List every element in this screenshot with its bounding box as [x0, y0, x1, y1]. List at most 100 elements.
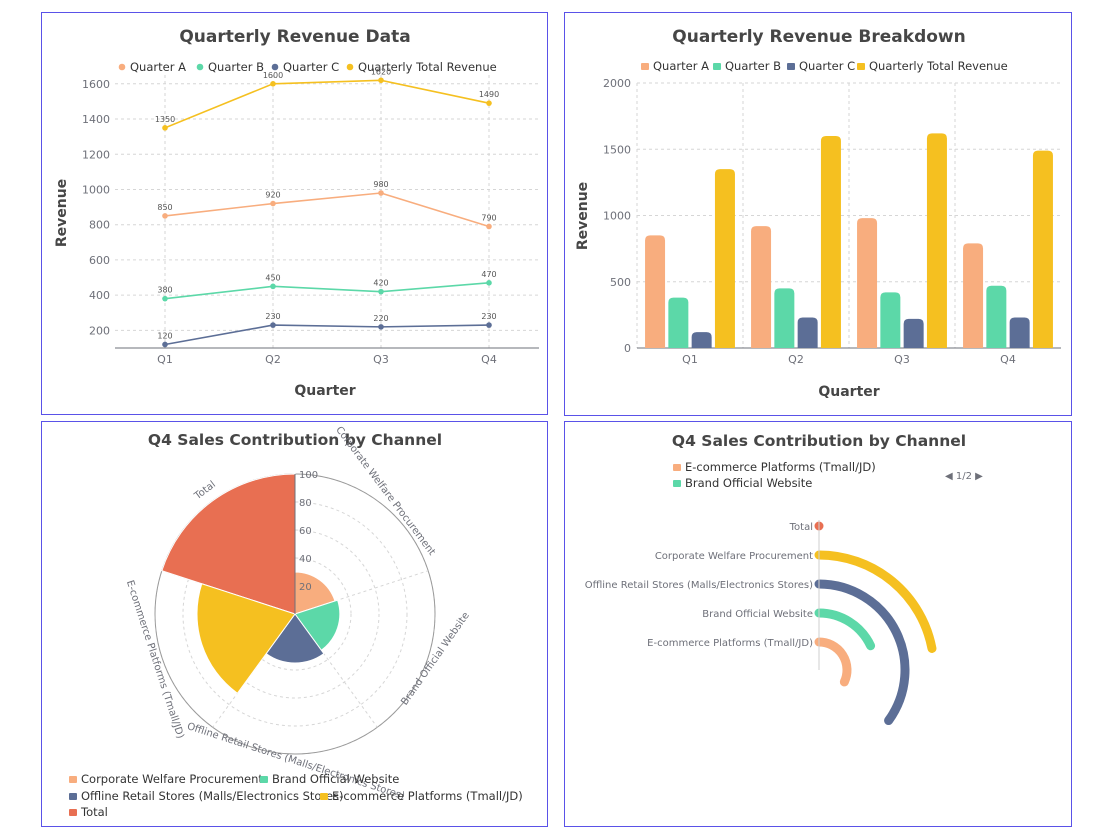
legend-quarter-b-marker	[713, 63, 721, 70]
x-tick-label: Q4	[481, 353, 497, 366]
y-tick-label: 1200	[82, 148, 110, 161]
radial-bar	[814, 579, 910, 726]
data-point	[162, 341, 168, 348]
data-point	[270, 283, 276, 290]
data-label: 230	[481, 312, 496, 321]
data-point	[162, 295, 168, 302]
data-label: 450	[265, 273, 280, 282]
data-point	[378, 190, 384, 196]
polar-bar-chart: Q4 Sales Contribution by Channel 20 40 60 80…	[69, 425, 523, 819]
radial-bar	[814, 608, 876, 651]
data-point	[162, 125, 168, 131]
radial-bar	[814, 550, 937, 653]
y-tick-label: 1600	[82, 78, 110, 91]
x-tick-label: Q3	[894, 353, 910, 366]
data-label: 920	[265, 191, 280, 200]
bar	[645, 235, 666, 348]
radial-tick-label: 100	[299, 470, 318, 481]
data-label: 470	[481, 270, 496, 279]
radial-bar	[814, 637, 852, 687]
legend-item: Offline Retail Stores (Malls/Electronics…	[81, 789, 344, 803]
y-tick-label: 1400	[82, 113, 110, 126]
y-tick-label: 1000	[82, 183, 110, 196]
chart-title: Quarterly Revenue Data	[179, 27, 410, 47]
bar	[691, 332, 712, 348]
y-tick-label: 200	[89, 324, 110, 337]
data-point	[378, 288, 384, 295]
x-tick-label: Q1	[682, 353, 698, 366]
legend-quarterly-total-revenue: Quarterly Total Revenue	[358, 60, 497, 74]
polar-sector	[265, 613, 325, 664]
radial-gridline	[210, 529, 380, 699]
data-label: 220	[373, 314, 388, 323]
y-tick-label: 1500	[603, 143, 631, 156]
data-label: 380	[157, 286, 172, 295]
data-point	[486, 223, 492, 230]
y-tick-label: 2000	[603, 77, 631, 90]
bar-chart: Quarterly Revenue Breakdown Quarter A Quar…	[575, 27, 1061, 400]
legend-item-marker	[673, 464, 681, 471]
series-line	[164, 282, 490, 300]
legend-item: Corporate Welfare Procurement	[81, 772, 263, 786]
legend-item-marker	[69, 793, 77, 800]
bar	[926, 133, 947, 348]
bar	[774, 288, 795, 348]
legend-quarter-c: Quarter C	[799, 59, 855, 73]
legend-quarter-c-marker	[271, 63, 279, 71]
data-label: 420	[373, 279, 388, 288]
series-line	[164, 192, 490, 228]
radial-chart-panel: Q4 Sales Contribution by Channel E-commer…	[564, 421, 1072, 827]
legend-quarter-b: Quarter B	[208, 60, 264, 74]
chart-title: Q4 Sales Contribution by Channel	[672, 432, 966, 450]
polar-category-label: Brand Official Website	[399, 610, 472, 707]
y-axis-title: Revenue	[575, 182, 591, 250]
data-label: 1600	[263, 71, 283, 80]
legend-page-indicator: ◀ 1/2 ▶	[945, 471, 983, 482]
legend-quarter-c: Quarter C	[283, 60, 339, 74]
legend-quarter-a: Quarter A	[130, 60, 186, 74]
data-point	[378, 77, 384, 84]
legend-item: E-commerce Platforms (Tmall/JD)	[332, 789, 523, 803]
legend-item-marker	[260, 776, 268, 783]
series-line	[164, 324, 490, 346]
legend-quarterly-total-revenue: Quarterly Total Revenue	[869, 59, 1008, 73]
legend-item-marker	[69, 776, 77, 783]
radial-tick-label: 60	[299, 526, 312, 537]
data-label: 120	[157, 331, 172, 340]
y-tick-label: 0	[624, 342, 631, 355]
chart-title: Q4 Sales Contribution by Channel	[148, 431, 442, 449]
bar	[1009, 317, 1030, 348]
bar	[986, 285, 1007, 348]
line-chart: Quarterly Revenue Data Quarter A Quarter B…	[54, 27, 539, 399]
x-axis-title: Quarter	[818, 384, 879, 400]
category-label: Total	[789, 522, 813, 533]
legend-quarter-c-marker	[787, 63, 795, 70]
polar-sector	[294, 571, 336, 615]
data-label: 850	[157, 203, 172, 212]
y-tick-label: 600	[89, 254, 110, 267]
angle-gridline	[294, 570, 429, 615]
legend-quarter-a-marker	[641, 63, 649, 70]
data-point	[270, 322, 276, 328]
data-label: 1490	[479, 90, 499, 99]
bar	[797, 317, 818, 348]
data-label: 1350	[155, 115, 175, 124]
y-tick-label: 800	[89, 219, 110, 232]
chart-title: Quarterly Revenue Breakdown	[672, 27, 965, 47]
legend-item: E-commerce Platforms (Tmall/JD)	[685, 460, 876, 474]
data-point	[486, 100, 492, 106]
radial-bar-chart: Q4 Sales Contribution by Channel E-commer…	[585, 432, 983, 726]
bar	[1032, 150, 1053, 348]
data-point	[378, 324, 384, 330]
x-tick-label: Q4	[1000, 353, 1016, 366]
x-axis-title: Quarter	[294, 383, 355, 399]
data-label: 230	[265, 312, 280, 321]
legend-quarter-b: Quarter B	[725, 59, 781, 73]
y-tick-label: 500	[610, 276, 631, 289]
line-chart-panel: Quarterly Revenue Data Quarter A Quarter B…	[41, 12, 548, 415]
polar-sector	[294, 599, 341, 651]
data-label: 790	[481, 213, 496, 222]
x-tick-label: Q2	[788, 353, 804, 366]
category-label: Offline Retail Stores (Malls/Electronics…	[585, 580, 813, 591]
legend-quarter-a: Quarter A	[653, 59, 709, 73]
